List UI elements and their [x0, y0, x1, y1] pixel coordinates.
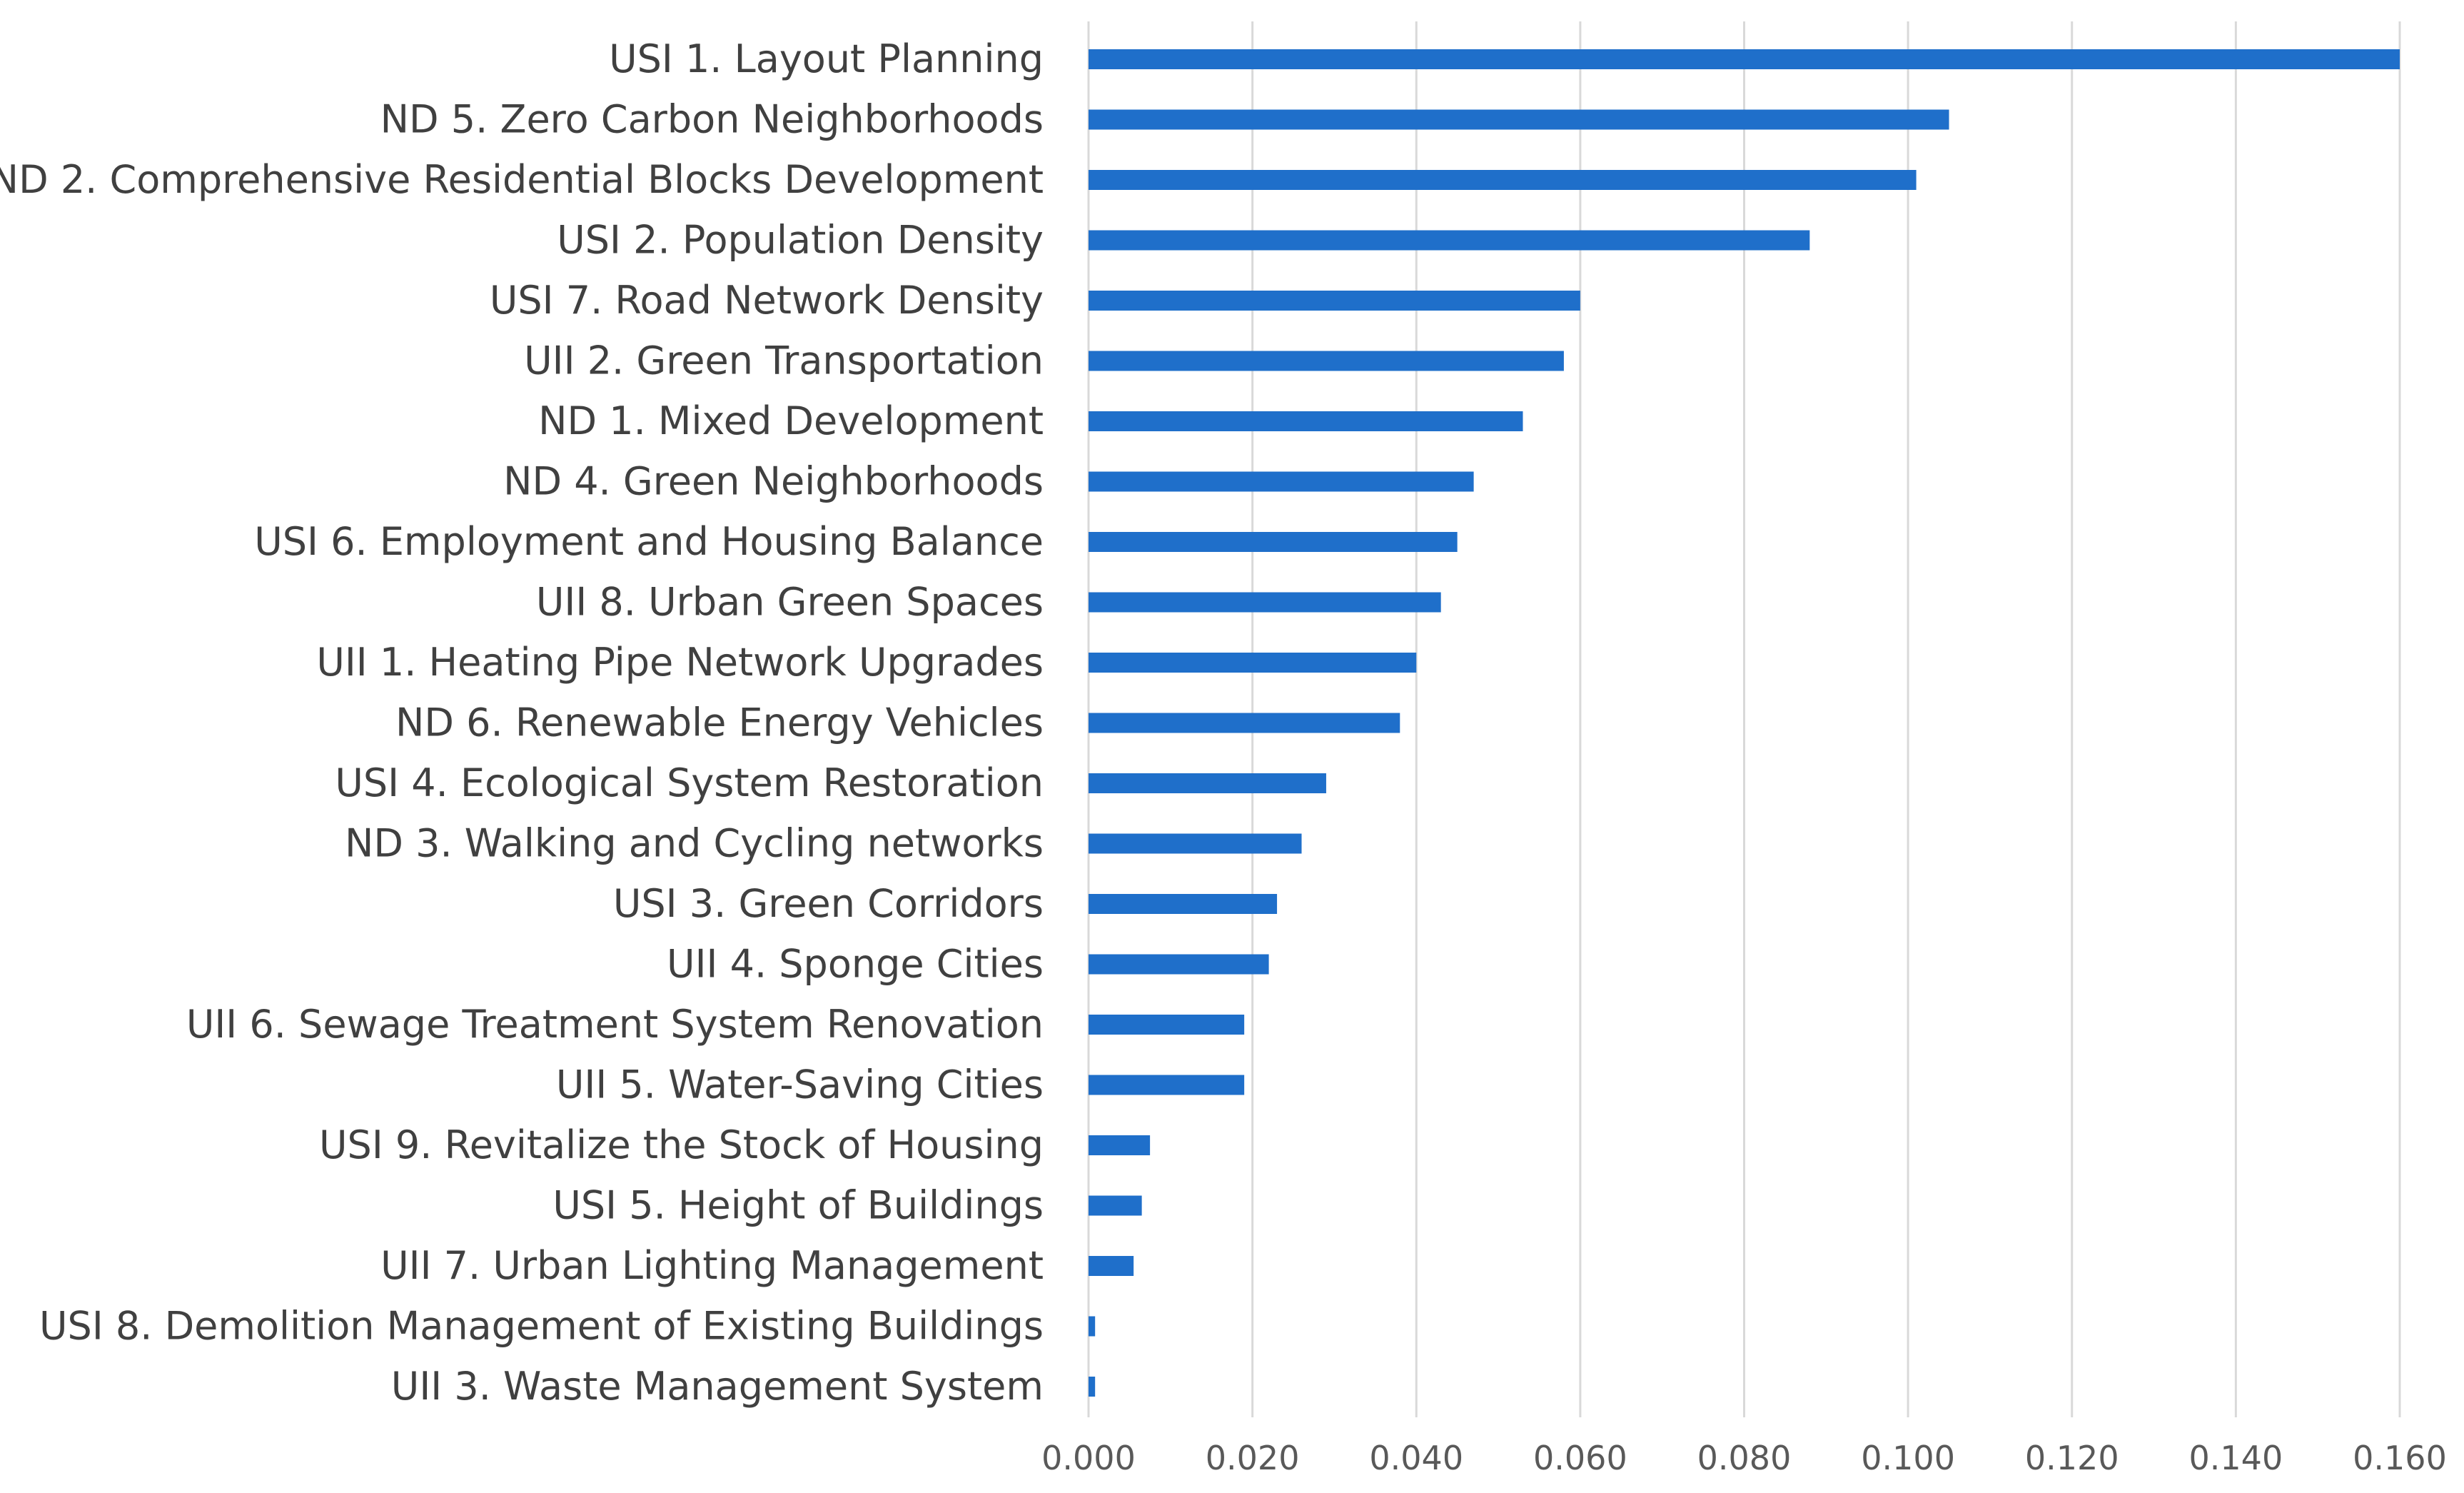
bar — [1089, 1316, 1096, 1337]
bar — [1089, 1075, 1245, 1095]
x-tick-label: 0.040 — [1369, 1439, 1463, 1477]
x-tick-label: 0.100 — [1861, 1439, 1955, 1477]
bar — [1089, 49, 2400, 69]
bar — [1089, 1195, 1142, 1216]
bar — [1089, 713, 1400, 733]
bar — [1089, 592, 1441, 613]
bar — [1089, 532, 1458, 552]
bar — [1089, 230, 1810, 251]
category-label: USI 9. Revitalize the Stock of Housing — [319, 1122, 1044, 1167]
category-label: UII 2. Green Transportation — [524, 338, 1044, 383]
bar — [1089, 1135, 1151, 1155]
category-label: USI 4. Ecological System Restoration — [335, 760, 1044, 805]
category-label: USI 2. Population Density — [557, 218, 1044, 263]
category-label: ND 1. Mixed Development — [538, 398, 1044, 443]
category-label: USI 8. Demolition Management of Existing… — [39, 1304, 1044, 1349]
bar — [1089, 1377, 1096, 1397]
bar — [1089, 894, 1278, 914]
bar — [1089, 1015, 1245, 1035]
bar — [1089, 411, 1523, 431]
x-tick-label: 0.080 — [1697, 1439, 1792, 1477]
category-label: USI 1. Layout Planning — [609, 36, 1044, 81]
category-label: ND 2. Comprehensive Residential Blocks D… — [0, 157, 1044, 202]
category-labels: USI 1. Layout Planning ND 5. Zero Carbon … — [0, 36, 1044, 1409]
gridlines — [1087, 21, 2401, 1417]
bar — [1089, 833, 1302, 854]
category-label: UII 3. Waste Management System — [391, 1364, 1044, 1409]
x-tick-label: 0.020 — [1206, 1439, 1300, 1477]
category-label: ND 4. Green Neighborhoods — [503, 459, 1044, 504]
category-label: ND 5. Zero Carbon Neighborhoods — [380, 97, 1044, 142]
bar — [1089, 109, 1949, 130]
bar — [1089, 1256, 1134, 1276]
category-label: UII 5. Water-Saving Cities — [556, 1062, 1044, 1107]
x-axis-tick-labels: 0.000 0.020 0.040 0.060 0.080 0.100 0.120 0.140… — [1041, 1439, 2447, 1477]
x-tick-label: 0.000 — [1041, 1439, 1136, 1477]
bar — [1089, 471, 1474, 492]
bar — [1089, 773, 1326, 793]
x-tick-label: 0.120 — [2025, 1439, 2119, 1477]
category-label: UII 1. Heating Pipe Network Upgrades — [316, 640, 1044, 685]
bars — [1089, 49, 2400, 1397]
x-tick-label: 0.060 — [1533, 1439, 1627, 1477]
x-tick-label: 0.160 — [2353, 1439, 2447, 1477]
category-label: USI 6. Employment and Housing Balance — [254, 519, 1044, 564]
bar — [1089, 653, 1417, 673]
category-label: UII 6. Sewage Treatment System Renovatio… — [186, 1002, 1044, 1047]
category-label: USI 3. Green Corridors — [613, 881, 1044, 926]
bar — [1089, 351, 1564, 371]
category-label: UII 8. Urban Green Spaces — [536, 580, 1044, 625]
bar — [1089, 291, 1580, 311]
category-label: ND 3. Walking and Cycling networks — [345, 821, 1044, 866]
bar — [1089, 954, 1269, 975]
category-label: UII 4. Sponge Cities — [667, 942, 1044, 987]
category-label: USI 5. Height of Buildings — [552, 1183, 1044, 1228]
category-label: UII 7. Urban Lighting Management — [380, 1243, 1044, 1288]
category-label: USI 7. Road Network Density — [490, 278, 1044, 323]
category-label: ND 6. Renewable Energy Vehicles — [395, 700, 1044, 745]
bar — [1089, 170, 1917, 190]
x-tick-label: 0.140 — [2189, 1439, 2283, 1477]
